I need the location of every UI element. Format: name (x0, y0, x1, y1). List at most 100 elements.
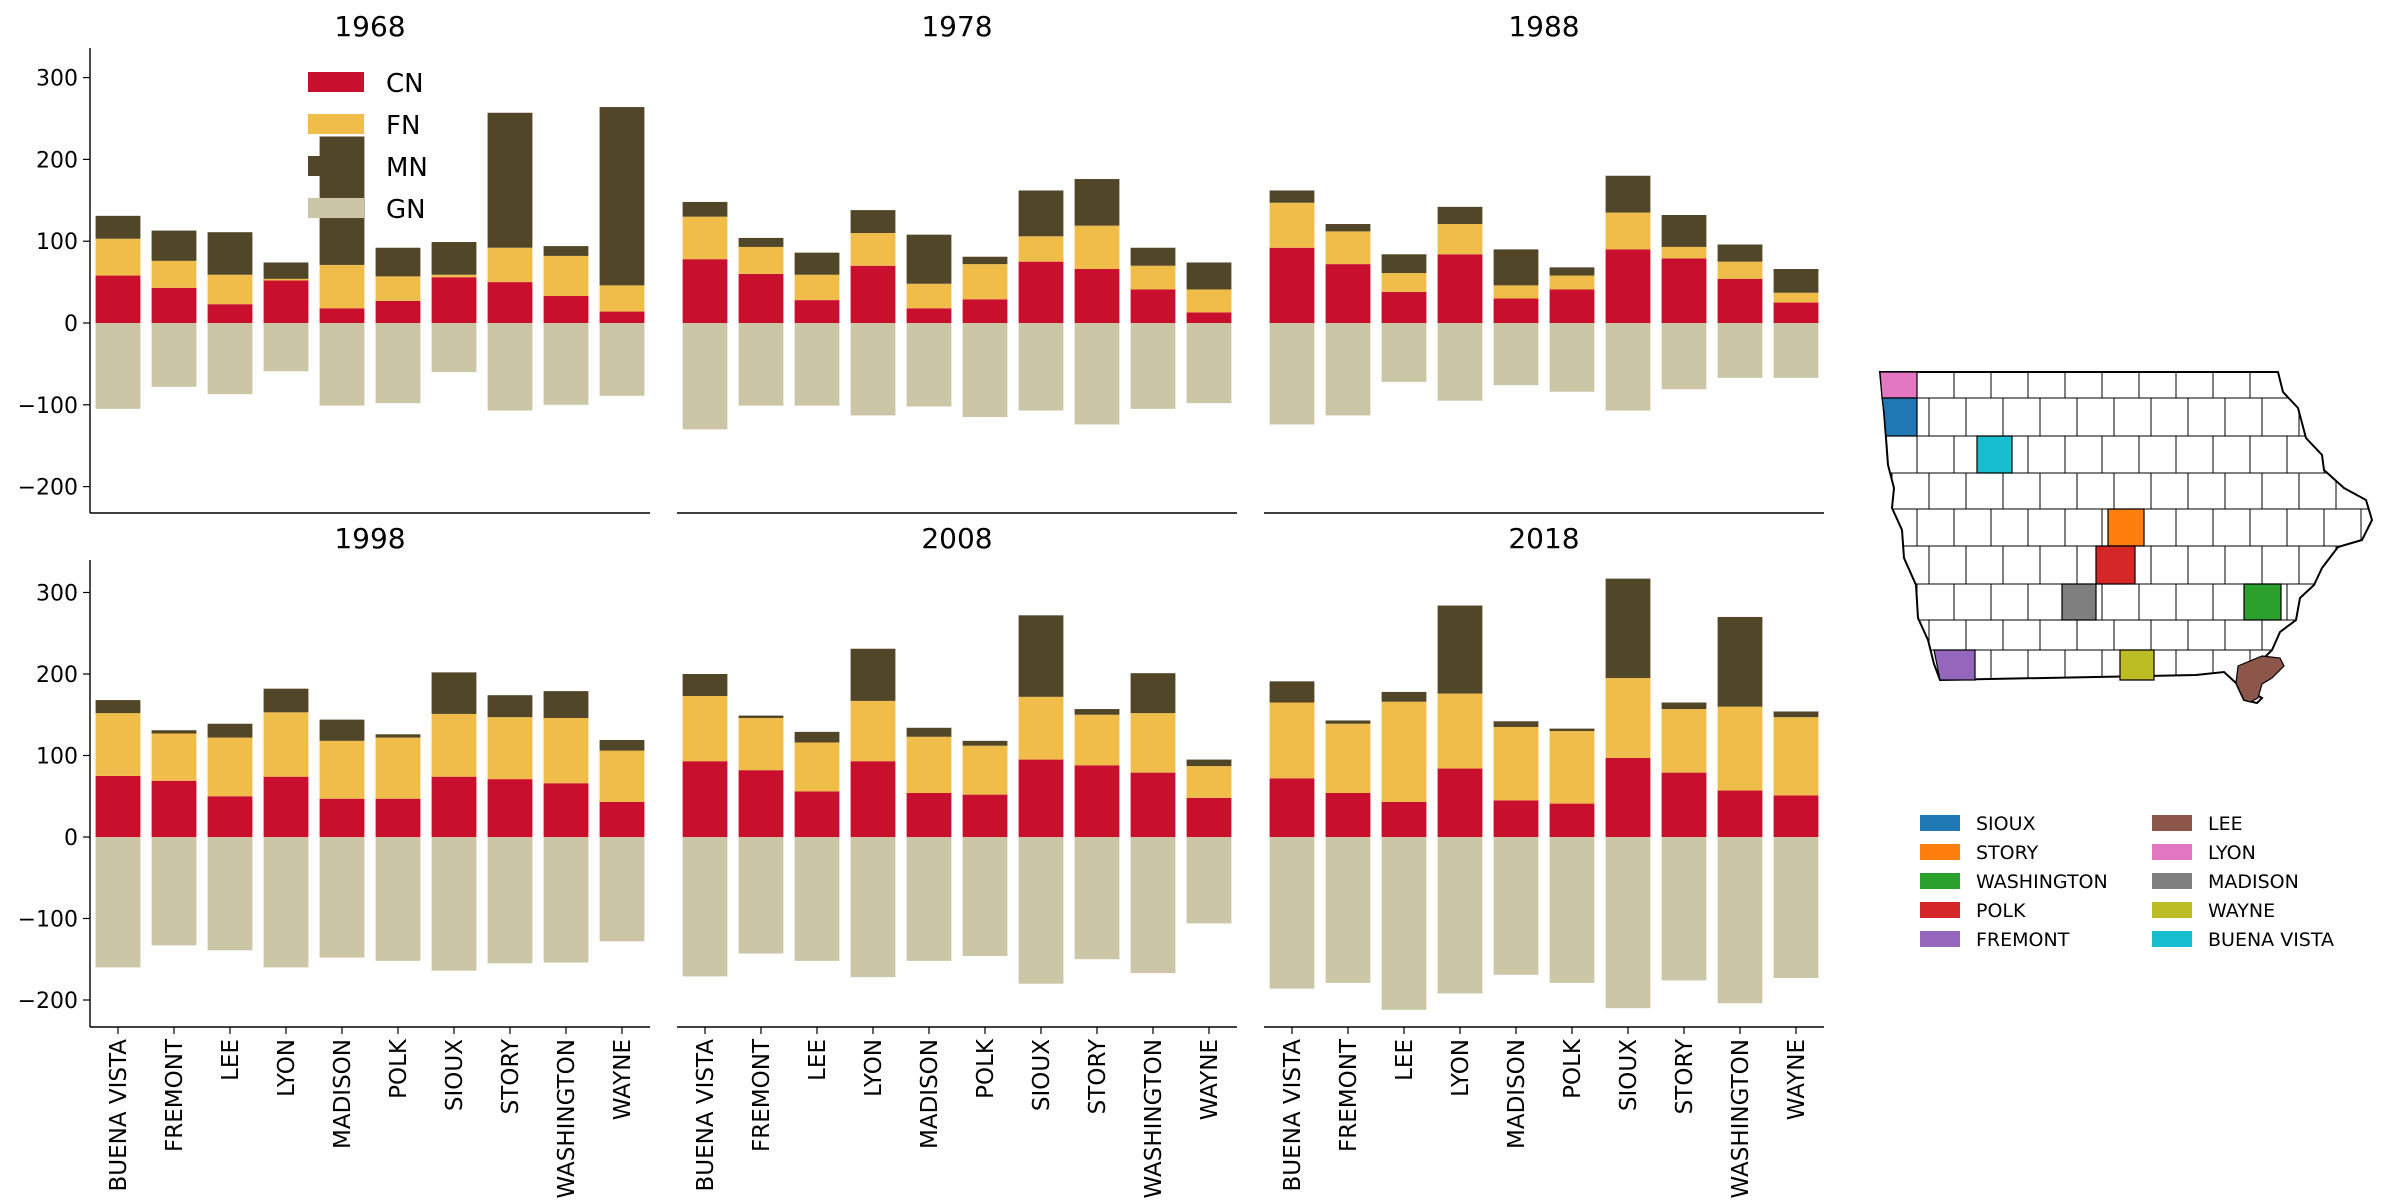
bar-1978-lyon-mn (850, 210, 896, 234)
county-legend-label-washington: WASHINGTON (1976, 871, 2108, 893)
bar-2018-lyon-cn (1437, 768, 1483, 837)
county-legend-swatch-lyon (2152, 844, 2192, 860)
bar-2018-buena-vista-cn (1269, 778, 1315, 837)
bar-2018-story-mn (1661, 702, 1707, 710)
bar-1978-polk-fn (962, 264, 1008, 300)
bar-2008-wayne-cn (1186, 797, 1232, 837)
bar-1978-washington-mn (1130, 247, 1176, 266)
bar-1978-fremont-gn (738, 323, 784, 406)
bar-2018-madison-cn (1493, 800, 1539, 837)
y-tick-label: −200 (18, 989, 78, 1014)
y-tick-label: 0 (64, 312, 78, 337)
bar-1998-polk-gn (375, 837, 421, 961)
bar-2018-lyon-mn (1437, 605, 1483, 694)
x-tick-label-wayne: WAYNE (1197, 1039, 1223, 1120)
bar-1978-washington-fn (1130, 265, 1176, 290)
x-tick-label-buena-vista: BUENA VISTA (693, 1039, 719, 1192)
x-tick-label-lyon: LYON (274, 1039, 300, 1097)
bar-1968-sioux-cn (431, 277, 477, 323)
bar-2008-story-gn (1074, 837, 1120, 960)
bar-1968-lee-mn (207, 232, 253, 275)
bar-2008-fremont-mn (738, 715, 784, 719)
x-tick-label-sioux: SIOUX (1029, 1039, 1055, 1111)
bar-2018-washington-mn (1717, 616, 1763, 707)
county-legend-label-lyon: LYON (2208, 842, 2256, 864)
bar-1968-polk-gn (375, 323, 421, 404)
x-tick-label-fremont: FREMONT (749, 1038, 775, 1152)
x-tick-label-wayne: WAYNE (610, 1039, 636, 1120)
bar-1968-polk-fn (375, 276, 421, 301)
bar-1968-fremont-cn (151, 287, 197, 323)
bar-1988-story-gn (1661, 323, 1707, 390)
bar-1968-fremont-gn (151, 323, 197, 387)
panel-title-1978: 1978 (921, 10, 992, 43)
bar-1978-wayne-gn (1186, 323, 1232, 404)
bar-1988-sioux-gn (1605, 323, 1651, 411)
county-madison (2061, 583, 2097, 621)
bar-chart-panels: 1968 −200 −100 0 100 200 300 1978 1988 1998 −200 −1… (18, 10, 1824, 1198)
bar-1968-washington-cn (543, 296, 589, 323)
bar-1988-fremont-gn (1325, 323, 1371, 416)
y-tick-label: 200 (36, 148, 78, 173)
bar-1998-lyon-cn (263, 776, 309, 837)
bar-1998-wayne-gn (599, 837, 645, 942)
bar-1968-story-mn (487, 112, 533, 248)
bar-2008-lyon-cn (850, 761, 896, 837)
bar-1988-lyon-cn (1437, 254, 1483, 323)
bar-1998-lyon-gn (263, 837, 309, 968)
bar-1988-lyon-fn (1437, 224, 1483, 255)
bar-1968-lyon-cn (263, 280, 309, 323)
bar-1978-lyon-fn (850, 233, 896, 266)
bar-1978-story-cn (1074, 269, 1120, 323)
county-lyon (1879, 371, 1918, 399)
bar-2008-madison-cn (906, 792, 952, 837)
bar-1978-wayne-cn (1186, 312, 1232, 323)
y-tick-label: 100 (36, 230, 78, 255)
bar-1988-washington-gn (1717, 323, 1763, 378)
panel-1988: 1988 (1264, 10, 1824, 514)
bar-1988-madison-gn (1493, 323, 1539, 386)
x-tick-label-madison: MADISON (330, 1039, 356, 1149)
bar-2018-fremont-mn (1325, 720, 1371, 724)
bar-1988-lyon-mn (1437, 206, 1483, 225)
bar-2018-sioux-fn (1605, 678, 1651, 758)
county-legend-swatch-wayne (2152, 902, 2192, 918)
bar-1998-sioux-mn (431, 672, 477, 714)
bar-2008-washington-cn (1130, 772, 1176, 837)
bar-1988-wayne-mn (1773, 269, 1819, 293)
bar-1988-fremont-fn (1325, 231, 1371, 265)
x-tick-label-polk: POLK (973, 1038, 999, 1099)
county-fremont (1933, 649, 1976, 681)
bar-2018-lee-mn (1381, 691, 1427, 702)
bar-1988-fremont-mn (1325, 224, 1371, 232)
bar-2008-madison-mn (906, 727, 952, 737)
bar-2008-lee-gn (794, 837, 840, 961)
x-tick-label-polk: POLK (386, 1038, 412, 1099)
bar-1978-fremont-mn (738, 237, 784, 247)
bar-1988-buena-vista-fn (1269, 202, 1315, 248)
x-tick-label-lyon: LYON (861, 1039, 887, 1097)
bar-1978-sioux-cn (1018, 261, 1064, 323)
bar-1988-buena-vista-mn (1269, 190, 1315, 203)
bar-1988-lee-cn (1381, 291, 1427, 323)
bar-1978-wayne-mn (1186, 262, 1232, 290)
county-legend-label-madison: MADISON (2208, 871, 2299, 893)
bar-2018-fremont-gn (1325, 837, 1371, 983)
bar-1978-lee-mn (794, 252, 840, 275)
county-legend-label-fremont: FREMONT (1976, 929, 2070, 951)
bar-1978-buena-vista-fn (682, 216, 728, 260)
bar-1968-wayne-fn (599, 285, 645, 312)
bar-1988-madison-fn (1493, 285, 1539, 299)
county-legend-swatch-fremont (1920, 931, 1960, 947)
bar-1988-lee-fn (1381, 273, 1427, 292)
x-tick-label-lyon: LYON (1448, 1039, 1474, 1097)
bar-1988-fremont-cn (1325, 264, 1371, 323)
bar-1988-story-mn (1661, 215, 1707, 247)
bar-1998-madison-fn (319, 740, 365, 799)
county-lee (2235, 655, 2285, 703)
bar-1968-washington-mn (543, 246, 589, 256)
bar-2008-sioux-fn (1018, 696, 1064, 760)
bar-1968-fremont-mn (151, 230, 197, 261)
bar-1998-lee-cn (207, 796, 253, 837)
x-tick-label-lee: LEE (218, 1039, 244, 1081)
